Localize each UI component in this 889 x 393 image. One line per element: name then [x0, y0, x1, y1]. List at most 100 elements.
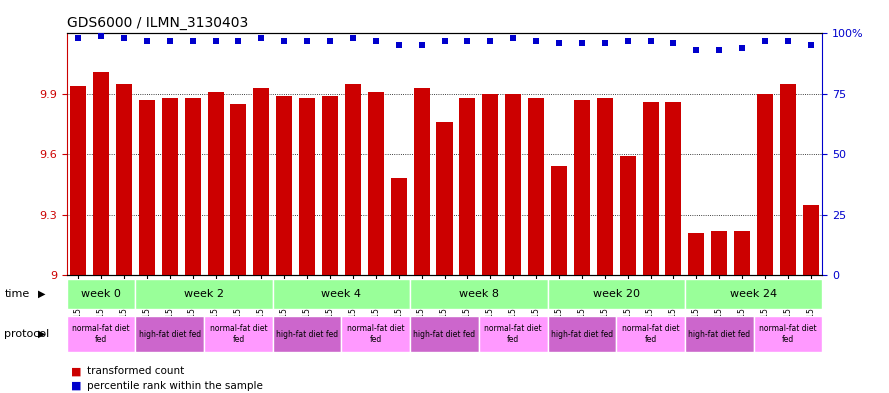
- Text: week 24: week 24: [730, 289, 777, 299]
- Bar: [299, 98, 315, 275]
- Bar: [666, 102, 682, 275]
- Bar: [685, 279, 822, 309]
- Text: week 0: week 0: [81, 289, 121, 299]
- Bar: [711, 231, 727, 275]
- Point: [391, 42, 405, 49]
- Bar: [368, 92, 384, 275]
- Point: [208, 37, 222, 44]
- Text: transformed count: transformed count: [87, 366, 184, 376]
- Bar: [597, 98, 613, 275]
- Text: normal-fat diet
fed: normal-fat diet fed: [347, 324, 404, 344]
- Point: [712, 47, 726, 53]
- Bar: [780, 84, 796, 275]
- Bar: [505, 94, 521, 275]
- Text: percentile rank within the sample: percentile rank within the sample: [87, 381, 263, 391]
- Bar: [70, 86, 86, 275]
- Point: [781, 37, 795, 44]
- Text: week 8: week 8: [459, 289, 499, 299]
- Point: [644, 37, 658, 44]
- Bar: [253, 88, 269, 275]
- Point: [140, 37, 154, 44]
- Text: high-fat diet fed: high-fat diet fed: [276, 330, 338, 338]
- Point: [116, 35, 131, 41]
- Text: normal-fat diet
fed: normal-fat diet fed: [759, 324, 817, 344]
- Bar: [685, 316, 754, 352]
- Bar: [803, 205, 819, 275]
- Bar: [273, 316, 341, 352]
- Bar: [67, 316, 135, 352]
- Text: high-fat diet fed: high-fat diet fed: [139, 330, 201, 338]
- Bar: [643, 102, 659, 275]
- Text: week 2: week 2: [184, 289, 224, 299]
- Bar: [551, 166, 567, 275]
- Bar: [341, 316, 410, 352]
- Text: normal-fat diet
fed: normal-fat diet fed: [485, 324, 542, 344]
- Bar: [616, 316, 685, 352]
- Text: normal-fat diet
fed: normal-fat diet fed: [210, 324, 268, 344]
- Text: high-fat diet fed: high-fat diet fed: [551, 330, 613, 338]
- Bar: [273, 279, 410, 309]
- Bar: [345, 84, 361, 275]
- Point: [71, 35, 85, 41]
- Point: [621, 37, 635, 44]
- Bar: [620, 156, 636, 275]
- Point: [94, 33, 108, 39]
- Bar: [574, 100, 590, 275]
- Bar: [548, 316, 616, 352]
- Bar: [67, 279, 135, 309]
- Text: GDS6000 / ILMN_3130403: GDS6000 / ILMN_3130403: [67, 16, 248, 29]
- Point: [735, 45, 749, 51]
- Text: normal-fat diet
fed: normal-fat diet fed: [72, 324, 130, 344]
- Point: [506, 35, 520, 41]
- Text: protocol: protocol: [4, 329, 50, 339]
- Bar: [135, 279, 273, 309]
- Bar: [116, 84, 132, 275]
- Point: [186, 37, 200, 44]
- Point: [804, 42, 818, 49]
- Point: [231, 37, 245, 44]
- Bar: [139, 100, 155, 275]
- Point: [461, 37, 475, 44]
- Point: [667, 40, 681, 46]
- Text: ▶: ▶: [38, 289, 45, 299]
- Bar: [757, 94, 773, 275]
- Bar: [436, 122, 453, 275]
- Bar: [688, 233, 704, 275]
- Text: ▶: ▶: [38, 329, 45, 339]
- Point: [346, 35, 360, 41]
- Bar: [413, 88, 429, 275]
- Text: time: time: [4, 289, 29, 299]
- Bar: [207, 92, 223, 275]
- Bar: [410, 279, 548, 309]
- Text: week 20: week 20: [593, 289, 640, 299]
- Point: [300, 37, 314, 44]
- Text: week 4: week 4: [322, 289, 362, 299]
- Bar: [548, 279, 685, 309]
- Point: [529, 37, 543, 44]
- Bar: [410, 316, 479, 352]
- Bar: [185, 98, 201, 275]
- Point: [575, 40, 589, 46]
- Bar: [230, 104, 246, 275]
- Bar: [276, 96, 292, 275]
- Text: high-fat diet fed: high-fat diet fed: [688, 330, 750, 338]
- Point: [484, 37, 498, 44]
- Text: ■: ■: [71, 366, 82, 376]
- Point: [597, 40, 612, 46]
- Bar: [162, 98, 178, 275]
- Point: [254, 35, 268, 41]
- Point: [414, 42, 428, 49]
- Point: [369, 37, 383, 44]
- Bar: [460, 98, 476, 275]
- Bar: [483, 94, 499, 275]
- Bar: [93, 72, 109, 275]
- Point: [163, 37, 177, 44]
- Bar: [322, 96, 338, 275]
- Point: [437, 37, 452, 44]
- Bar: [390, 178, 407, 275]
- Point: [323, 37, 337, 44]
- Point: [758, 37, 773, 44]
- Bar: [204, 316, 273, 352]
- Point: [689, 47, 703, 53]
- Bar: [135, 316, 204, 352]
